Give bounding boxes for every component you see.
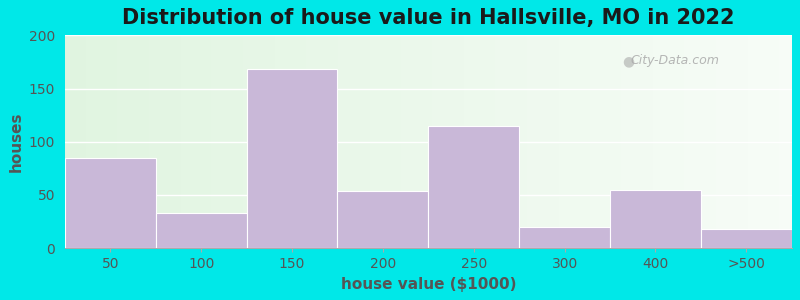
Bar (338, 191, 428, 248)
Bar (701, 229, 792, 248)
Bar (428, 126, 519, 248)
Bar (610, 190, 701, 248)
X-axis label: house value ($1000): house value ($1000) (341, 277, 516, 292)
Bar (246, 70, 338, 248)
Text: ●: ● (622, 54, 634, 68)
Bar (156, 213, 246, 248)
Bar (65, 158, 156, 248)
Y-axis label: houses: houses (8, 112, 23, 172)
Bar (519, 227, 610, 248)
Text: City-Data.com: City-Data.com (631, 55, 720, 68)
Title: Distribution of house value in Hallsville, MO in 2022: Distribution of house value in Hallsvill… (122, 8, 734, 28)
